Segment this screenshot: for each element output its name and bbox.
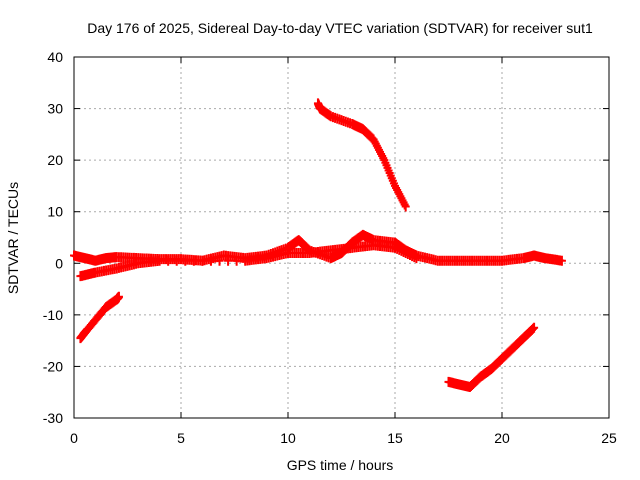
series-early-negative-arc	[76, 291, 123, 344]
data-point	[232, 255, 241, 266]
y-tick-label: -20	[43, 358, 63, 374]
series-late-negative-arc	[444, 322, 539, 393]
data-point	[155, 255, 164, 266]
data-point	[557, 255, 566, 266]
data-point	[400, 199, 409, 210]
data-point	[198, 255, 207, 266]
series-descending-arc	[313, 98, 410, 212]
series-lower-secondary-band	[76, 240, 421, 282]
y-axis: -30 -20 -10 0 10 20 30 40	[43, 49, 609, 426]
y-tick-label: 20	[47, 152, 63, 168]
chart-title: Day 176 of 2025, Sidereal Day-to-day VTE…	[87, 20, 593, 36]
y-tick-label: -10	[43, 307, 63, 323]
data-point	[401, 201, 410, 212]
x-axis-label: GPS time / hours	[287, 457, 394, 473]
data-points	[70, 98, 566, 393]
data-point	[224, 255, 233, 266]
data-point	[172, 255, 181, 266]
data-point	[530, 322, 539, 333]
x-tick-label: 15	[387, 430, 403, 446]
plot-frame	[73, 56, 610, 419]
x-axis: 0 5 10 15 20 25	[70, 57, 617, 446]
data-point	[206, 255, 215, 266]
data-point	[114, 291, 123, 302]
data-point	[164, 255, 173, 266]
y-tick-label: 30	[47, 101, 63, 117]
x-tick-label: 20	[494, 430, 510, 446]
y-tick-label: 0	[55, 255, 63, 271]
grid	[74, 57, 609, 418]
data-point	[529, 323, 538, 334]
data-point	[412, 253, 421, 264]
y-tick-label: 40	[47, 49, 63, 65]
x-tick-label: 0	[70, 430, 78, 446]
data-point	[215, 255, 224, 266]
x-tick-label: 5	[177, 430, 185, 446]
x-tick-label: 10	[280, 430, 296, 446]
data-point	[189, 255, 198, 266]
y-tick-label: -30	[43, 410, 63, 426]
y-axis-label: SDTVAR / TECUs	[5, 182, 21, 294]
y-tick-label: 10	[47, 204, 63, 220]
data-point	[181, 255, 190, 266]
x-tick-label: 25	[601, 430, 617, 446]
